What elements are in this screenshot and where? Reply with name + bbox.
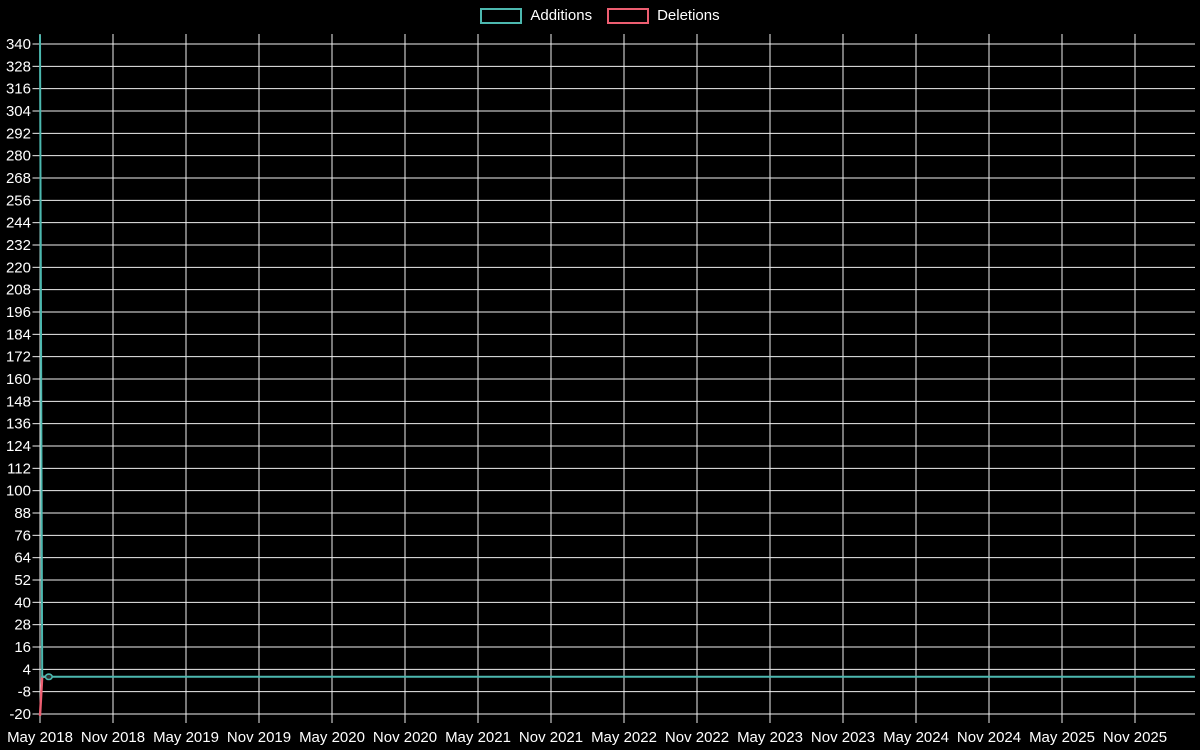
y-tick-label: 220 (6, 259, 31, 276)
additions-point-marker[interactable] (44, 673, 53, 681)
y-tick-label: 196 (6, 304, 31, 321)
x-tick-label: Nov 2019 (227, 729, 291, 746)
x-tick-label: May 2023 (737, 729, 803, 746)
y-tick-label: -20 (9, 706, 31, 723)
y-tick-label: 316 (6, 81, 31, 98)
legend-label-additions: Additions (530, 7, 593, 24)
x-tick-label: Nov 2018 (81, 729, 145, 746)
y-tick-label: 292 (6, 125, 31, 142)
y-tick-label: 4 (23, 661, 31, 678)
y-tick-label: 244 (6, 215, 31, 232)
x-tick-label: May 2025 (1029, 729, 1095, 746)
x-tick-label: May 2018 (7, 729, 73, 746)
y-tick-label: 184 (6, 326, 31, 343)
legend-label-deletions: Deletions (657, 7, 720, 24)
legend-item-additions[interactable]: Additions (480, 7, 592, 24)
y-tick-label: 40 (14, 594, 31, 611)
y-tick-label: 172 (6, 349, 31, 366)
x-tick-label: Nov 2023 (811, 729, 875, 746)
y-tick-label: 304 (6, 103, 31, 120)
x-tick-label: May 2020 (299, 729, 365, 746)
deletions-line (38, 675, 49, 716)
y-tick-label: 100 (6, 483, 31, 500)
y-tick-label: 28 (14, 617, 31, 634)
y-tick-label: 148 (6, 393, 31, 410)
additions-swatch-icon (480, 7, 523, 24)
y-tick-label: 16 (14, 639, 31, 656)
y-tick-label: -8 (18, 684, 31, 701)
y-tick-label: 328 (6, 58, 31, 75)
legend-item-deletions[interactable]: Deletions (607, 7, 720, 24)
x-tick-label: May 2022 (591, 729, 657, 746)
y-tick-label: 256 (6, 192, 31, 209)
x-tick-label: Nov 2022 (665, 729, 729, 746)
x-tick-label: Nov 2024 (957, 729, 1021, 746)
y-tick-label: 160 (6, 371, 31, 388)
y-tick-label: 208 (6, 282, 31, 299)
x-tick-label: Nov 2020 (373, 729, 437, 746)
y-tick-label: 268 (6, 170, 31, 187)
y-grid: 340 328 316 304 292 280 268 256 244 232 220 208 196 1… (6, 36, 1195, 723)
chart-legend: Additions Deletions (0, 7, 1200, 24)
y-tick-label: 52 (14, 572, 31, 589)
y-tick-label: 124 (6, 438, 31, 455)
y-tick-label: 340 (6, 36, 31, 53)
x-tick-label: May 2021 (445, 729, 511, 746)
y-tick-label: 112 (7, 460, 31, 477)
y-tick-label: 232 (6, 237, 31, 254)
y-tick-label: 280 (6, 148, 31, 165)
y-tick-label: 64 (14, 550, 31, 567)
x-tick-label: Nov 2021 (519, 729, 583, 746)
y-tick-label: 76 (14, 527, 31, 544)
x-tick-label: Nov 2025 (1103, 729, 1167, 746)
x-grid: May 2018 Nov 2018 May 2019 Nov 2019 May 2020… (7, 34, 1167, 746)
y-tick-label: 136 (6, 416, 31, 433)
x-tick-label: May 2019 (153, 729, 219, 746)
x-tick-label: May 2024 (883, 729, 949, 746)
deletions-swatch-icon (607, 7, 650, 24)
y-tick-label: 88 (14, 505, 31, 522)
